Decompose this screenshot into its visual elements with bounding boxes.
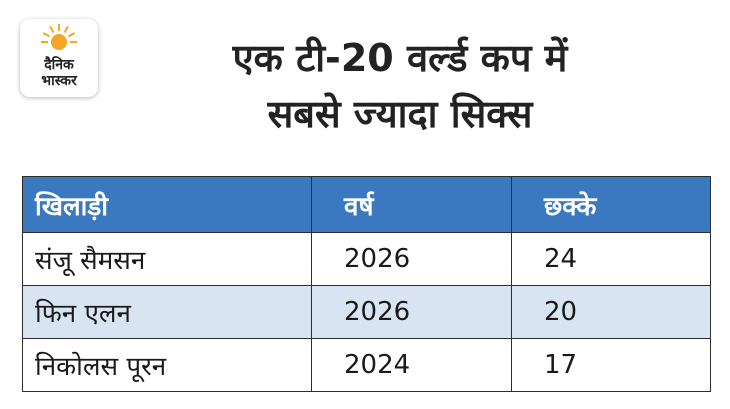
cell-sixes: 24	[511, 232, 711, 286]
logo-text-line2: भास्कर	[41, 73, 77, 89]
sun-icon	[41, 24, 77, 50]
cell-player: संजू सैमसन	[22, 232, 312, 286]
cell-year: 2024	[311, 338, 512, 392]
title-line-1: एक टी-20 वर्ल्ड कप में	[232, 36, 568, 80]
cell-year: 2026	[311, 285, 512, 339]
cell-year: 2026	[311, 232, 512, 286]
title-line-2: सबसे ज्यादा सिक्स	[267, 92, 533, 136]
page-title: एक टी-20 वर्ल्ड कप में सबसे ज्यादा सिक्स	[120, 30, 680, 142]
table-row: संजू सैमसन 2026 24	[22, 232, 711, 286]
table-row: निकोलस पूरन 2024 17	[22, 338, 711, 392]
logo-text-line1: दैनिक	[44, 57, 74, 73]
header-player: खिलाड़ी	[22, 176, 312, 233]
cell-player: फिन एलन	[22, 285, 312, 339]
cell-sixes: 20	[511, 285, 711, 339]
most-sixes-table: खिलाड़ी वर्ष छक्के संजू सैमसन 2026 24 फि…	[22, 176, 711, 392]
header-year: वर्ष	[311, 176, 512, 233]
table-header-row: खिलाड़ी वर्ष छक्के	[22, 176, 711, 233]
cell-player: निकोलस पूरन	[22, 338, 312, 392]
dainik-bhaskar-logo: दैनिक भास्कर	[20, 19, 98, 97]
table-row: फिन एलन 2026 20	[22, 285, 711, 339]
header-sixes: छक्के	[511, 176, 711, 233]
cell-sixes: 17	[511, 338, 711, 392]
